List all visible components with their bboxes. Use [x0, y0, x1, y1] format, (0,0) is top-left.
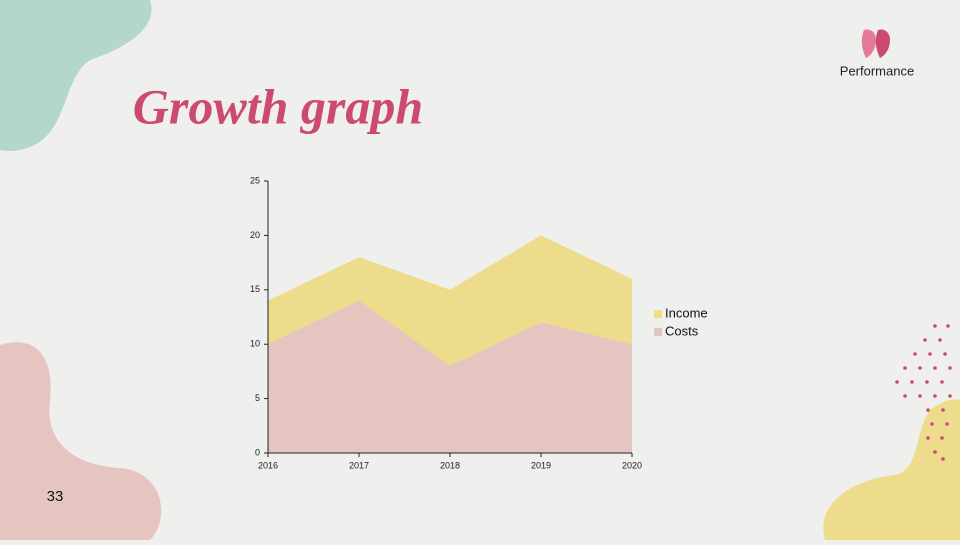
page-number: 33 [47, 488, 64, 505]
x-tick-label: 2020 [622, 460, 642, 470]
brand-name: Performance [840, 63, 914, 78]
legend-swatch [654, 328, 662, 336]
area [268, 300, 632, 453]
y-tick-label: 25 [250, 175, 260, 185]
y-tick-label: 0 [255, 447, 260, 457]
brand-logo [861, 29, 890, 58]
legend-swatch [654, 310, 662, 318]
legend-label: Income [665, 305, 708, 320]
decor-blob [0, 342, 162, 540]
decor-blob [0, 0, 152, 151]
legend-label: Costs [665, 323, 699, 338]
x-tick-label: 2017 [349, 460, 369, 470]
x-tick-label: 2016 [258, 460, 278, 470]
y-tick-label: 10 [250, 339, 260, 349]
slide-title: Growth graph [133, 78, 423, 134]
x-tick-label: 2019 [531, 460, 551, 470]
y-tick-label: 20 [250, 230, 260, 240]
y-tick-label: 5 [255, 393, 260, 403]
y-tick-label: 15 [250, 284, 260, 294]
decor-dots [895, 324, 952, 461]
x-tick-label: 2018 [440, 460, 460, 470]
decor-blob [823, 399, 960, 540]
